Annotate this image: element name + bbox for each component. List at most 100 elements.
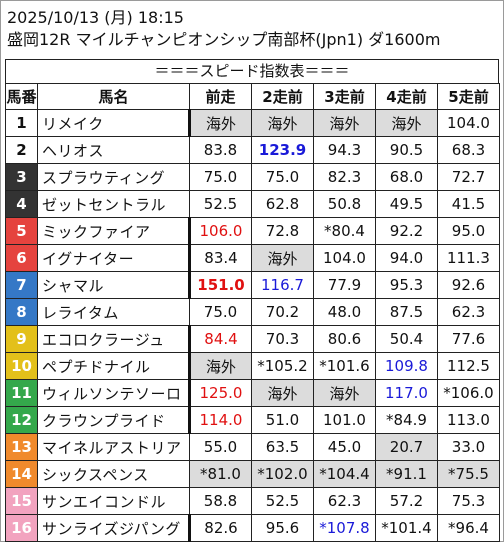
speed-index-3-races-ago: 94.3 — [313, 136, 376, 164]
speed-index-4-races-ago: 20.7 — [375, 433, 438, 461]
speed-index-4-races-ago: 94.0 — [375, 244, 438, 272]
table-row: 7 シャマル 151.0 116.7 77.9 95.3 92.6 — [5, 271, 500, 299]
header-row: 馬番 馬名 前走 2走前 3走前 4走前 5走前 — [5, 83, 500, 110]
horse-name: サンライズジパング — [37, 514, 190, 542]
horse-number: 14 — [5, 460, 38, 488]
table-row: 16 サンライズジパング 82.6 95.6 *107.8 *101.4 *96.4 — [5, 514, 500, 542]
speed-index-last-race: 114.0 — [188, 406, 252, 434]
speed-index-3-races-ago: 77.9 — [313, 271, 376, 299]
horse-number: 13 — [5, 433, 38, 461]
speed-index-2-races-ago: 70.2 — [251, 298, 314, 326]
horse-name: シックスペンス — [37, 460, 190, 488]
speed-index-3-races-ago: 82.3 — [313, 163, 376, 191]
speed-index-5-races-ago: *75.5 — [437, 460, 500, 488]
horse-name: ウィルソンテソーロ — [37, 379, 190, 407]
horse-number: 4 — [5, 190, 38, 218]
speed-index-last-race: 83.8 — [189, 136, 252, 164]
horse-number: 7 — [5, 271, 38, 299]
speed-index-last-race: 84.4 — [188, 325, 252, 353]
speed-index-3-races-ago: *101.6 — [313, 352, 376, 380]
speed-index-5-races-ago: 112.5 — [437, 352, 500, 380]
speed-index-3-races-ago: 48.0 — [313, 298, 376, 326]
col-header-last-race: 前走 — [189, 83, 252, 110]
horse-number: 5 — [5, 217, 38, 245]
speed-index-4-races-ago: 117.0 — [375, 379, 438, 407]
horse-name: クラウンプライド — [37, 406, 190, 434]
horse-number: 3 — [5, 163, 38, 191]
table-title: ＝＝＝スピード指数表＝＝＝ — [5, 59, 499, 83]
speed-index-last-race: *81.0 — [189, 460, 252, 488]
speed-index-2-races-ago: 51.0 — [251, 406, 314, 434]
speed-index-5-races-ago: 95.0 — [437, 217, 500, 245]
speed-index-last-race: 125.0 — [188, 379, 252, 407]
speed-index-2-races-ago: 62.8 — [251, 190, 314, 218]
horse-number: 8 — [5, 298, 38, 326]
speed-index-3-races-ago: 62.3 — [313, 487, 376, 515]
table-row: 2 ヘリオス 83.8 123.9 94.3 90.5 68.3 — [5, 136, 500, 164]
speed-index-last-race: 52.5 — [189, 190, 252, 218]
speed-index-3-races-ago: 104.0 — [313, 244, 376, 272]
speed-index-2-races-ago: 63.5 — [251, 433, 314, 461]
speed-index-2-races-ago: 海外 — [251, 109, 314, 137]
speed-index-table: 馬番 馬名 前走 2走前 3走前 4走前 5走前 1 リメイク 海外 海外 海外 海外 10… — [5, 83, 500, 542]
speed-index-last-race: 海外 — [188, 352, 252, 380]
table-row: 14 シックスペンス *81.0 *102.0 *104.4 *91.1 *75.5 — [5, 460, 500, 488]
speed-index-4-races-ago: 49.5 — [375, 190, 438, 218]
table-row: 6 イグナイター 83.4 海外 104.0 94.0 111.3 — [5, 244, 500, 272]
speed-index-5-races-ago: 111.3 — [437, 244, 500, 272]
speed-index-5-races-ago: 72.7 — [437, 163, 500, 191]
horse-name: ミックファイア — [37, 217, 190, 245]
speed-index-last-race: 海外 — [188, 109, 252, 137]
speed-index-3-races-ago: 80.6 — [313, 325, 376, 353]
speed-index-4-races-ago: 92.2 — [375, 217, 438, 245]
speed-index-4-races-ago: 109.8 — [375, 352, 438, 380]
col-header-5-races-ago: 5走前 — [437, 83, 500, 110]
speed-index-5-races-ago: 113.0 — [437, 406, 500, 434]
table-row: 9 エコロクラージュ 84.4 70.3 80.6 50.4 77.6 — [5, 325, 500, 353]
speed-index-5-races-ago: *106.0 — [437, 379, 500, 407]
speed-index-4-races-ago: *84.9 — [375, 406, 438, 434]
speed-index-3-races-ago: 45.0 — [313, 433, 376, 461]
table-row: 13 マイネルアストリア 55.0 63.5 45.0 20.7 33.0 — [5, 433, 500, 461]
horse-number: 6 — [5, 244, 38, 272]
speed-index-last-race: 75.0 — [189, 298, 252, 326]
speed-index-2-races-ago: *102.0 — [251, 460, 314, 488]
col-header-2-races-ago: 2走前 — [251, 83, 314, 110]
speed-index-2-races-ago: 116.7 — [251, 271, 314, 299]
col-header-4-races-ago: 4走前 — [375, 83, 438, 110]
horse-number: 9 — [5, 325, 38, 353]
horse-number: 16 — [5, 514, 38, 542]
speed-index-last-race: 58.8 — [189, 487, 252, 515]
header: 2025/10/13 (月) 18:15 盛岡12R マイルチャンピオンシップ南… — [7, 7, 497, 51]
table-row: 8 レライタム 75.0 70.2 48.0 87.5 62.3 — [5, 298, 500, 326]
speed-index-4-races-ago: *101.4 — [375, 514, 438, 542]
table-row: 1 リメイク 海外 海外 海外 海外 104.0 — [5, 109, 500, 137]
horse-name: シャマル — [37, 271, 190, 299]
speed-index-4-races-ago: 50.4 — [375, 325, 438, 353]
horse-name: サンエイコンドル — [37, 487, 190, 515]
speed-index-3-races-ago: *107.8 — [313, 514, 376, 542]
speed-index-last-race: 75.0 — [189, 163, 252, 191]
speed-index-3-races-ago: 海外 — [313, 379, 376, 407]
speed-index-4-races-ago: 海外 — [375, 109, 438, 137]
table-row: 3 スプラウティング 75.0 75.0 82.3 68.0 72.7 — [5, 163, 500, 191]
speed-index-5-races-ago: 33.0 — [437, 433, 500, 461]
speed-index-4-races-ago: *91.1 — [375, 460, 438, 488]
speed-index-3-races-ago: *104.4 — [313, 460, 376, 488]
table-row: 10 ペプチドナイル 海外 *105.2 *101.6 109.8 112.5 — [5, 352, 500, 380]
horse-name: マイネルアストリア — [37, 433, 190, 461]
race-datetime: 2025/10/13 (月) 18:15 — [7, 8, 184, 27]
speed-index-2-races-ago: 海外 — [251, 244, 314, 272]
speed-index-3-races-ago: 海外 — [313, 109, 376, 137]
horse-number: 15 — [5, 487, 38, 515]
horse-number: 2 — [5, 136, 38, 164]
horse-number: 1 — [5, 109, 38, 137]
speed-index-2-races-ago: 72.8 — [251, 217, 314, 245]
speed-index-last-race: 82.6 — [188, 514, 252, 542]
horse-name: ゼットセントラル — [37, 190, 190, 218]
speed-index-5-races-ago: 62.3 — [437, 298, 500, 326]
speed-index-5-races-ago: 68.3 — [437, 136, 500, 164]
speed-index-4-races-ago: 90.5 — [375, 136, 438, 164]
horse-name: エコロクラージュ — [37, 325, 190, 353]
